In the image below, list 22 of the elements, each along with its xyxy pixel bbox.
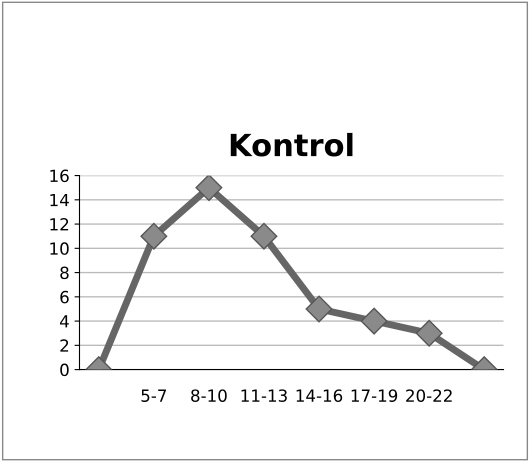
x-tick-label: 17-19 (352, 389, 398, 402)
x-tick-label: 20-22 (406, 389, 452, 402)
y-tick-label: 14 (50, 194, 69, 206)
point (416, 320, 443, 347)
point (195, 176, 222, 202)
y-tick-label: 10 (50, 242, 69, 255)
x-tick-label: 8-10 (191, 389, 227, 402)
x-tick-label: 14-16 (296, 389, 342, 402)
y-tick-label: 8 (60, 266, 69, 280)
y-tick-label: 4 (60, 315, 69, 328)
point (250, 222, 278, 250)
y-tick-label: 16 (50, 170, 69, 182)
y-tick-label: 2 (60, 339, 68, 352)
x-tick-label: 11-13 (242, 389, 287, 402)
y-tick-label: 6 (60, 290, 69, 304)
y-tick-label: 0 (60, 364, 69, 376)
y-tick-label: 12 (50, 218, 68, 230)
point (140, 222, 168, 250)
point (360, 308, 388, 335)
point (306, 296, 332, 322)
chart-title: Kontrol (230, 132, 352, 157)
x-tick-label: 5-7 (142, 390, 166, 402)
